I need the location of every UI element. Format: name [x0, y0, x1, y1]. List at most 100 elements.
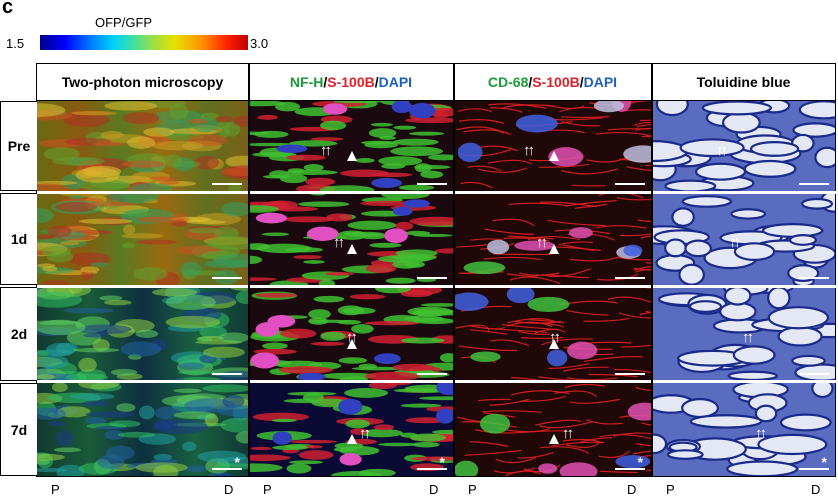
micrograph-texture: [652, 383, 834, 476]
arrow-annotation: ↑↑: [523, 142, 535, 159]
column-header-part: DAPI: [583, 73, 618, 90]
image-2d-col3: ↑↑: [454, 287, 651, 381]
row-label: Pre: [0, 101, 37, 191]
distal-label: D: [811, 482, 821, 497]
column-divider: [248, 63, 250, 477]
column-header-part: S-100B: [532, 73, 580, 90]
column-header-part: S-100B: [327, 73, 375, 90]
arrowhead-annotation: [347, 151, 357, 161]
distal-label: D: [224, 482, 234, 497]
scale-bar: [212, 468, 242, 470]
arrowhead-annotation: [347, 244, 357, 254]
column-header-part: /: [528, 73, 533, 90]
arrowhead-annotation: [347, 434, 357, 444]
image-1d-col2: ↑↑: [249, 193, 453, 285]
asterisk-annotation: *: [234, 454, 240, 470]
distal-label: D: [429, 482, 439, 497]
row-label: 1d: [0, 193, 37, 285]
scale-bar: [417, 183, 447, 185]
arrow-annotation: ↑↑: [755, 425, 767, 442]
image-Pre-col2: ↑↑: [249, 101, 453, 191]
image-2d-col1: [37, 287, 248, 381]
column-divider: [651, 63, 653, 477]
scale-bar: [212, 373, 242, 375]
scale-bar: [799, 468, 829, 470]
panel-letter: c: [2, 0, 14, 18]
row-separator: [37, 285, 836, 288]
micrograph-texture: [456, 193, 651, 285]
arrow-annotation: ↑↑: [536, 234, 548, 251]
image-2d-col2: ↑↑: [249, 287, 453, 381]
micrograph-texture: [454, 383, 651, 476]
micrograph-texture: [652, 101, 835, 191]
row-label: 2d: [0, 287, 37, 381]
micrograph-texture: [454, 287, 651, 381]
image-7d-col2: ↑↑ *: [249, 383, 453, 476]
row-separator: [37, 191, 836, 194]
image-Pre-col1: [37, 101, 248, 191]
colorscale-min: 1.5: [6, 36, 25, 51]
scale-bar: [615, 373, 645, 375]
arrow-annotation: ↑↑: [716, 142, 728, 159]
arrow-annotation: ↑↑: [742, 329, 754, 346]
column-header-part: /: [579, 73, 584, 90]
image-7d-col4: ↑↑ *: [652, 383, 835, 476]
image-7d-col1: *: [37, 383, 248, 476]
column-header: Toluidine blue: [652, 63, 835, 101]
micrograph-texture: [657, 287, 835, 381]
image-1d-col4: ↑↑: [652, 193, 835, 285]
arrow-annotation: ↑↑: [729, 234, 741, 251]
column-divider: [453, 63, 455, 477]
colorscale-max: 3.0: [250, 36, 269, 51]
scale-bar: [212, 277, 242, 279]
arrowhead-annotation: [549, 339, 559, 349]
column-header: Two-photon microscopy: [37, 63, 248, 101]
colorscale-title: OFP/GFP: [95, 15, 153, 30]
row-label: 7d: [0, 383, 37, 476]
micrograph-texture: [249, 287, 453, 381]
micrograph-texture: [249, 193, 453, 285]
distal-label: D: [627, 482, 637, 497]
row-separator: [37, 380, 836, 383]
proximal-label: P: [666, 482, 675, 497]
column-header: CD-68 / S-100B / DAPI: [454, 63, 651, 101]
asterisk-annotation: *: [637, 454, 643, 470]
image-7d-col3: ↑↑ *: [454, 383, 651, 476]
column-header-part: Toluidine blue: [696, 73, 791, 90]
column-header-part: /: [323, 73, 328, 90]
column-header-part: NF-H: [289, 73, 324, 90]
asterisk-annotation: *: [439, 454, 445, 470]
proximal-label: P: [468, 482, 477, 497]
micrograph-texture: [37, 193, 248, 285]
micrograph-texture: [37, 101, 248, 191]
arrowhead-annotation: [347, 339, 357, 349]
column-header-part: /: [374, 73, 379, 90]
image-Pre-col3: ↑↑: [454, 101, 651, 191]
arrow-annotation: ↑↑: [359, 425, 371, 442]
scale-bar: [417, 468, 447, 470]
scale-bar: [615, 468, 645, 470]
micrograph-texture: [249, 383, 453, 476]
column-header-part: Two-photon microscopy: [61, 73, 224, 90]
arrow-annotation: ↑↑: [333, 234, 345, 251]
scale-bar: [615, 277, 645, 279]
image-Pre-col4: ↑↑: [652, 101, 835, 191]
proximal-label: P: [51, 482, 60, 497]
scale-bar: [212, 183, 242, 185]
column-header-part: CD-68: [487, 73, 529, 90]
colorscale-bar: [40, 35, 248, 50]
micrograph-texture: [456, 101, 651, 189]
micrograph-texture: [249, 101, 453, 191]
image-1d-col1: [37, 193, 248, 285]
arrow-annotation: ↑↑: [320, 142, 332, 159]
scale-bar: [417, 277, 447, 279]
arrow-annotation: ↑↑: [562, 425, 574, 442]
scale-bar: [417, 373, 447, 375]
asterisk-annotation: *: [821, 454, 827, 470]
scale-bar: [615, 183, 645, 185]
scale-bar: [799, 373, 829, 375]
proximal-label: P: [263, 482, 272, 497]
image-1d-col3: ↑↑: [454, 193, 651, 285]
arrowhead-annotation: [549, 244, 559, 254]
micrograph-texture: [652, 193, 835, 285]
